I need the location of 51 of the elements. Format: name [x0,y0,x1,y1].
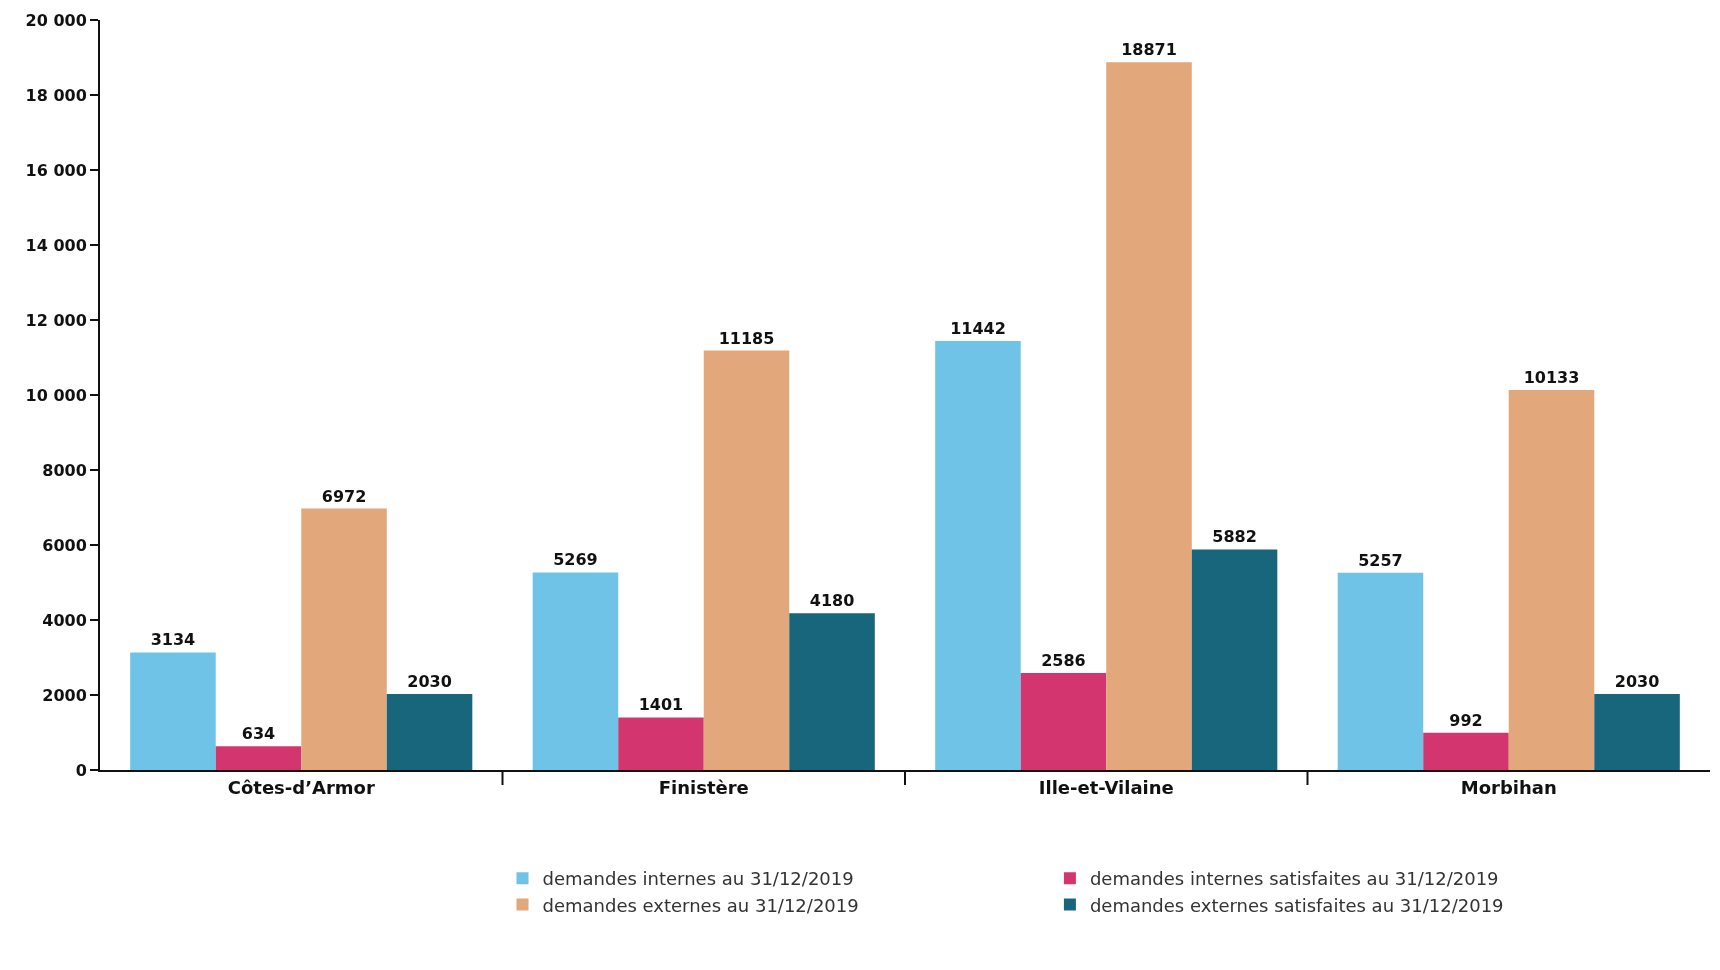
y-tick-label: 6000 [42,535,87,555]
bar [1020,673,1107,770]
data-label: 11442 [950,318,1006,338]
bar [1191,549,1278,770]
x-tick-label: Finistère [658,776,749,798]
bar [532,572,619,770]
data-label: 10133 [1523,368,1580,388]
data-label: 4180 [809,591,855,611]
y-tick-label: 14 000 [25,235,87,255]
legend-label: demandes externes au 31/12/2019 [542,894,859,916]
y-tick-label: 4000 [42,610,87,630]
data-label: 5257 [1358,550,1403,570]
y-tick-label: 10 000 [25,385,87,405]
x-tick-label: Morbihan [1460,776,1557,798]
data-label: 6972 [321,486,367,506]
legend-label: demandes internes satisfaites au 31/12/2019 [1089,868,1499,890]
bar [789,613,875,770]
y-tick-label: 16 000 [25,160,87,180]
data-label: 2586 [1041,651,1086,671]
bar [1594,693,1680,770]
y-tick-label: 8000 [42,460,87,480]
legend-label: demandes internes au 31/12/2019 [542,868,854,890]
bar [1423,732,1509,770]
y-tick-label: 2000 [42,685,87,705]
y-tick-label: 18 000 [25,85,87,105]
bar [1106,62,1192,770]
data-label: 18871 [1121,40,1177,60]
legend-label: demandes externes satisfaites au 31/12/2019 [1089,894,1504,916]
data-label: 634 [241,724,276,744]
bar [130,652,216,770]
data-label: 5269 [553,550,598,570]
bar [1337,572,1424,770]
data-label: 5882 [1212,527,1257,547]
data-label: 11185 [718,328,775,348]
y-tick-label: 20 000 [25,10,87,30]
bar [301,508,387,770]
data-label: 2030 [407,671,452,691]
data-label: 1401 [638,695,684,715]
data-label: 992 [1449,710,1483,730]
bar [1508,390,1595,770]
bar [935,340,1021,770]
data-label: 2030 [1614,671,1660,691]
bar [703,350,790,770]
bar [215,746,302,770]
y-tick-label: 0 [75,760,87,780]
bar [386,693,473,770]
x-tick-label: Côtes-d’Armor [227,776,375,798]
data-label: 3134 [150,630,196,650]
y-tick-label: 12 000 [25,310,87,330]
bar [618,717,704,770]
x-tick-label: Ille-et-Vilaine [1038,776,1174,798]
